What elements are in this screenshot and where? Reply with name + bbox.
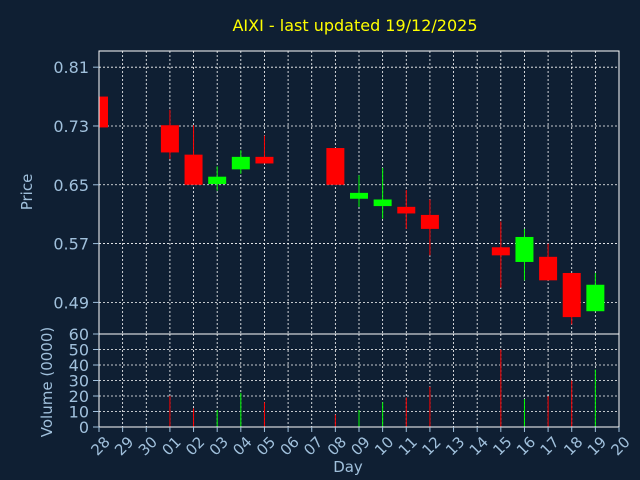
price-y-tick-label: 0.49 (53, 293, 89, 312)
candle-body (184, 154, 203, 185)
candle-body (491, 247, 510, 256)
candle-body (397, 206, 416, 214)
price-y-tick-label: 0.57 (53, 235, 89, 254)
x-axis-label: Day (333, 458, 363, 476)
candle-body (326, 148, 345, 185)
candle-body (373, 199, 392, 207)
volume-y-tick-label: 0 (79, 418, 89, 437)
price-candles (98, 96, 605, 325)
candle-19 (586, 272, 605, 312)
price-y-tick-label: 0.65 (53, 176, 89, 195)
candle-body (99, 96, 108, 128)
candle-body (208, 176, 227, 185)
candle-body (160, 125, 179, 153)
price-y-tick-label: 0.73 (53, 117, 89, 136)
candle-09 (350, 175, 368, 207)
candle-12 (420, 199, 439, 256)
volume-y-tick-label: 20 (69, 387, 89, 406)
volume-y-tick-label: 30 (69, 372, 89, 391)
candle-16 (515, 228, 534, 281)
candle-body (562, 272, 581, 318)
candle-body (515, 236, 534, 262)
candle-body (586, 284, 605, 312)
candle-01 (160, 109, 179, 160)
candle-03 (208, 166, 227, 191)
candle-body (231, 156, 250, 170)
candle-02 (184, 125, 203, 185)
volume-bars (169, 349, 596, 427)
volume-axis-label: Volume (0000) (38, 327, 56, 437)
chart-title: AIXI - last updated 19/12/2025 (232, 16, 477, 35)
volume-y-tick-label: 10 (69, 403, 89, 422)
candle-body (420, 214, 439, 229)
candle-11 (397, 189, 416, 229)
candle-10 (373, 167, 392, 219)
price-y-tick-labels: 0.81 0.73 0.65 0.57 0.49 (53, 58, 99, 312)
candle-body (350, 192, 368, 199)
price-axis-label: Price (18, 174, 36, 211)
volume-y-tick-label: 50 (69, 341, 89, 360)
candle-body (255, 156, 274, 164)
candle-05 (255, 135, 274, 164)
candle-body (539, 256, 558, 281)
candle-08 (326, 148, 345, 185)
candle-04 (231, 150, 250, 174)
candle-17 (539, 243, 558, 281)
volume-y-tick-label: 40 (69, 356, 89, 375)
price-y-tick-label: 0.81 (53, 58, 89, 77)
candle-28 (98, 96, 108, 128)
candle-15 (491, 221, 510, 288)
volume-y-tick-label: 60 (69, 325, 89, 344)
candle-18 (562, 272, 581, 325)
